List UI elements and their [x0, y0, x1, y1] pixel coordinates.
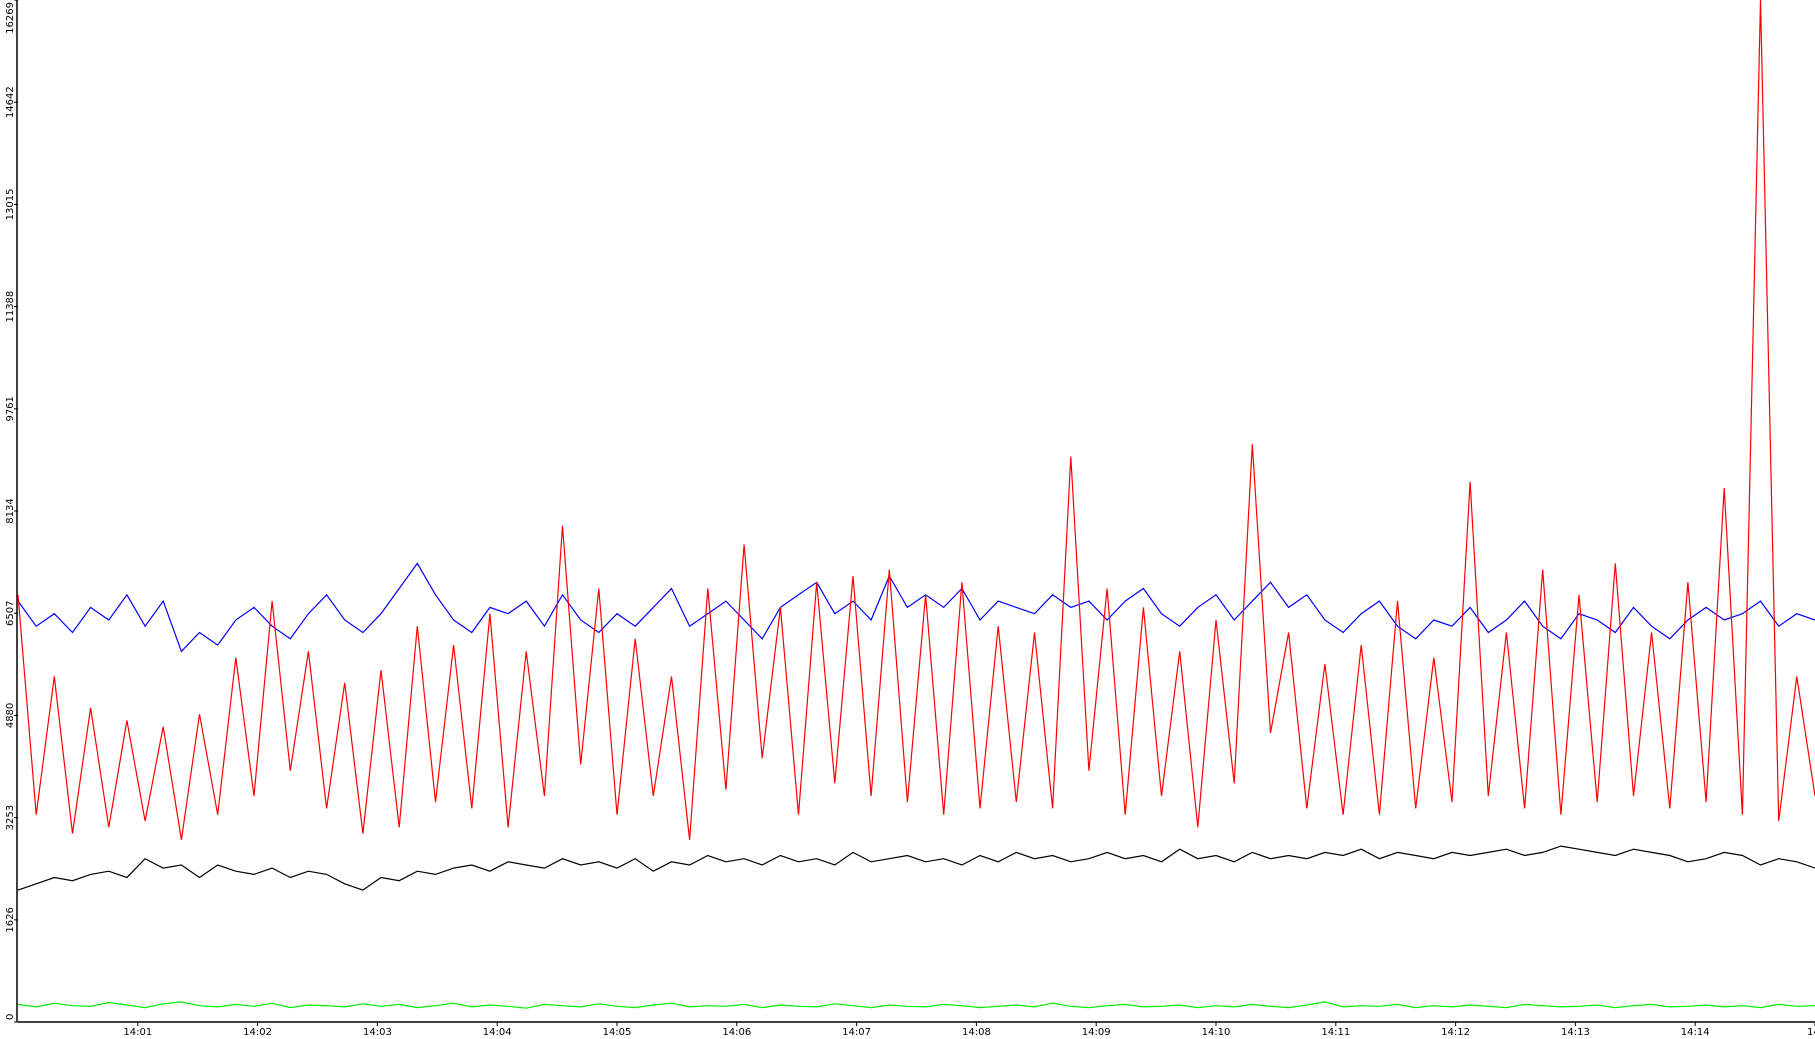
x-tick-label: 14:05 — [603, 1027, 632, 1038]
y-tick-label: 11388 — [5, 291, 16, 323]
x-tick-label: 14:13 — [1561, 1027, 1590, 1038]
y-tick-label: 14642 — [5, 86, 16, 118]
x-tick-label: 14:02 — [243, 1027, 272, 1038]
x-tick-label: 14: — [1807, 1027, 1815, 1038]
y-tick-label: 3253 — [5, 805, 16, 830]
x-tick-label: 14:10 — [1202, 1027, 1231, 1038]
x-tick-label: 14:03 — [363, 1027, 392, 1038]
series-line — [17, 562, 1815, 653]
x-tick-label: 14:09 — [1082, 1027, 1111, 1038]
y-tick-label: 8134 — [5, 498, 16, 523]
y-tick-label: 0 — [5, 1014, 16, 1020]
x-tick-label: 14:04 — [483, 1027, 512, 1038]
y-tick-label: 13015 — [5, 189, 16, 221]
x-tick-label: 14:07 — [842, 1027, 871, 1038]
x-tick-label: 14:14 — [1681, 1027, 1710, 1038]
series-line — [17, 1001, 1815, 1009]
y-tick-label: 6507 — [5, 601, 16, 626]
series-line — [17, 0, 1815, 840]
x-tick-label: 14:01 — [123, 1027, 152, 1038]
y-tick-label: 9761 — [5, 396, 16, 421]
y-tick-label: 4880 — [5, 703, 16, 728]
x-tick-label: 14:08 — [962, 1027, 991, 1038]
x-tick-label: 14:06 — [722, 1027, 751, 1038]
x-tick-label: 14:11 — [1321, 1027, 1350, 1038]
x-tick-label: 14:12 — [1441, 1027, 1470, 1038]
y-tick-label: 16269 — [5, 2, 16, 34]
y-tick-label: 1626 — [5, 907, 16, 932]
series-line — [17, 845, 1815, 891]
